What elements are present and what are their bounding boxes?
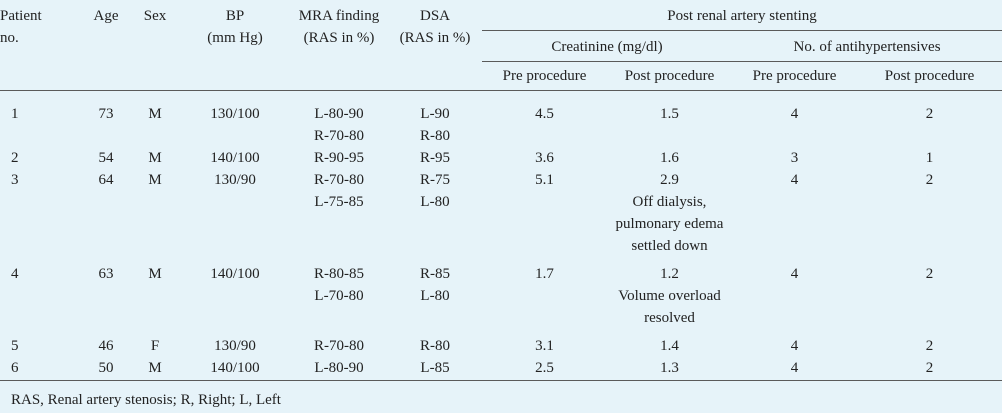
cell-antihyp-post: 2 bbox=[925, 106, 934, 122]
cell-sex: M bbox=[148, 172, 162, 188]
col-header-bp: BP (mm Hg) bbox=[180, 0, 290, 91]
table-row: 5 46 F 130/90 R-70-80 R-80 3.1 1.4 4 2 bbox=[0, 329, 1002, 357]
cell-antihyp-pre: 4 bbox=[790, 338, 799, 354]
cell-patient-no: 3 bbox=[11, 172, 19, 188]
cell-sex: F bbox=[150, 338, 160, 354]
cell-dsa: R-95 bbox=[420, 150, 450, 166]
cell-sex: M bbox=[148, 150, 162, 166]
col-header-dsa: DSA (RAS in %) bbox=[388, 0, 482, 91]
col-group-antihypertensives: No. of antihypertensives bbox=[732, 30, 1002, 62]
cell-bp: 140/100 bbox=[210, 266, 260, 282]
cell-antihyp-pre: 4 bbox=[732, 357, 857, 381]
col-header-mra: MRA finding (RAS in %) bbox=[290, 0, 388, 91]
cell-mra: L-80-90 bbox=[290, 357, 388, 381]
cell-patient-no: 6 bbox=[0, 357, 82, 381]
cell-creatinine-pre: 2.5 bbox=[482, 357, 607, 381]
cell-creatinine-post: 1.4 bbox=[660, 338, 679, 354]
cell-antihyp-pre: 4 bbox=[790, 172, 799, 188]
cell-bp: 140/100 bbox=[180, 357, 290, 381]
col-group-post-stenting: Post renal artery stenting bbox=[482, 0, 1002, 31]
cell-antihyp-pre: 4 bbox=[790, 106, 799, 122]
cell-dsa: R-85 L-80 bbox=[420, 266, 450, 304]
cell-creatinine-post: 2.9 Off dialysis, pulmonary edema settle… bbox=[615, 172, 724, 254]
cell-dsa: L-85 bbox=[388, 357, 482, 381]
cell-age: 63 bbox=[98, 266, 114, 282]
cell-bp: 130/90 bbox=[214, 338, 256, 354]
col-header-creatinine-pre: Pre procedure bbox=[482, 61, 607, 91]
cell-creatinine-post: 1.5 bbox=[660, 106, 679, 122]
cell-mra: R-90-95 bbox=[314, 150, 364, 166]
cell-antihyp-pre: 3 bbox=[790, 150, 799, 166]
cell-creatinine-pre: 3.6 bbox=[535, 150, 554, 166]
cell-antihyp-post: 2 bbox=[925, 338, 934, 354]
cell-dsa: L-90 R-80 bbox=[420, 106, 450, 144]
cell-creatinine-pre: 3.1 bbox=[535, 338, 554, 354]
table-row: 3 64 M 130/90 R-70-80 L-75-85 R-75 L-80 … bbox=[0, 169, 1002, 257]
col-group-creatinine: Creatinine (mg/dl) bbox=[482, 30, 732, 62]
table-row: 2 54 M 140/100 R-90-95 R-95 3.6 1.6 3 1 bbox=[0, 147, 1002, 169]
cell-antihyp-post: 1 bbox=[925, 150, 934, 166]
cell-dsa: R-80 bbox=[420, 338, 450, 354]
cell-bp: 130/90 bbox=[214, 172, 256, 188]
table-row: 1 73 M 130/100 L-80-90 R-70-80 L-90 R-80… bbox=[0, 91, 1002, 148]
cell-mra: L-80-90 R-70-80 bbox=[314, 106, 364, 144]
col-header-antihyp-pre: Pre procedure bbox=[732, 61, 857, 91]
col-header-sex: Sex bbox=[130, 0, 180, 91]
cell-creatinine-pre: 4.5 bbox=[535, 106, 554, 122]
table-header: Patient no. Age Sex BP (mm Hg) MRA findi… bbox=[0, 0, 1002, 91]
cell-age: 50 bbox=[82, 357, 130, 381]
cell-age: 64 bbox=[98, 172, 114, 188]
cell-sex: M bbox=[148, 106, 162, 122]
cell-creatinine-pre: 1.7 bbox=[535, 266, 554, 282]
cell-sex: M bbox=[130, 357, 180, 381]
cell-mra: R-80-85 L-70-80 bbox=[314, 266, 364, 304]
table-body: 1 73 M 130/100 L-80-90 R-70-80 L-90 R-80… bbox=[0, 91, 1002, 381]
cell-creatinine-post: 1.6 bbox=[660, 150, 679, 166]
cell-bp: 130/100 bbox=[210, 106, 260, 122]
cell-creatinine-post: 1.3 bbox=[607, 357, 732, 381]
table-footnote: RAS, Renal artery stenosis; R, Right; L,… bbox=[11, 392, 281, 408]
cell-patient-no: 5 bbox=[11, 338, 19, 354]
col-header-creatinine-post: Post procedure bbox=[607, 61, 732, 91]
cell-age: 54 bbox=[98, 150, 114, 166]
col-header-patient-no: Patient no. bbox=[0, 0, 82, 91]
cell-mra: R-70-80 bbox=[314, 338, 364, 354]
cell-patient-no: 4 bbox=[11, 266, 19, 282]
cell-bp: 140/100 bbox=[210, 150, 260, 166]
cell-mra: R-70-80 L-75-85 bbox=[314, 172, 364, 210]
cell-creatinine-post: 1.2 Volume overload resolved bbox=[618, 266, 721, 326]
col-header-age: Age bbox=[82, 0, 130, 91]
cell-antihyp-post: 2 bbox=[925, 266, 934, 282]
cell-dsa: R-75 L-80 bbox=[420, 172, 450, 210]
cell-patient-no: 2 bbox=[11, 150, 19, 166]
cell-patient-no: 1 bbox=[11, 106, 19, 122]
cell-antihyp-post: 2 bbox=[857, 357, 1002, 381]
table-row: 6 50 M 140/100 L-80-90 L-85 2.5 1.3 4 2 bbox=[0, 357, 1002, 381]
cell-antihyp-post: 2 bbox=[925, 172, 934, 188]
table-row: 4 63 M 140/100 R-80-85 L-70-80 R-85 L-80… bbox=[0, 257, 1002, 329]
cell-antihyp-pre: 4 bbox=[790, 266, 799, 282]
cell-age: 46 bbox=[98, 338, 114, 354]
cell-creatinine-pre: 5.1 bbox=[535, 172, 554, 188]
col-header-antihyp-post: Post procedure bbox=[857, 61, 1002, 91]
cell-sex: M bbox=[148, 266, 162, 282]
data-table: Patient no. Age Sex BP (mm Hg) MRA findi… bbox=[0, 0, 1002, 381]
cell-age: 73 bbox=[98, 106, 114, 122]
